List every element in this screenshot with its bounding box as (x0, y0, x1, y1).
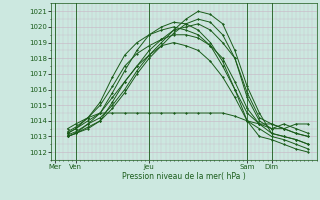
X-axis label: Pression niveau de la mer( hPa ): Pression niveau de la mer( hPa ) (122, 172, 246, 181)
